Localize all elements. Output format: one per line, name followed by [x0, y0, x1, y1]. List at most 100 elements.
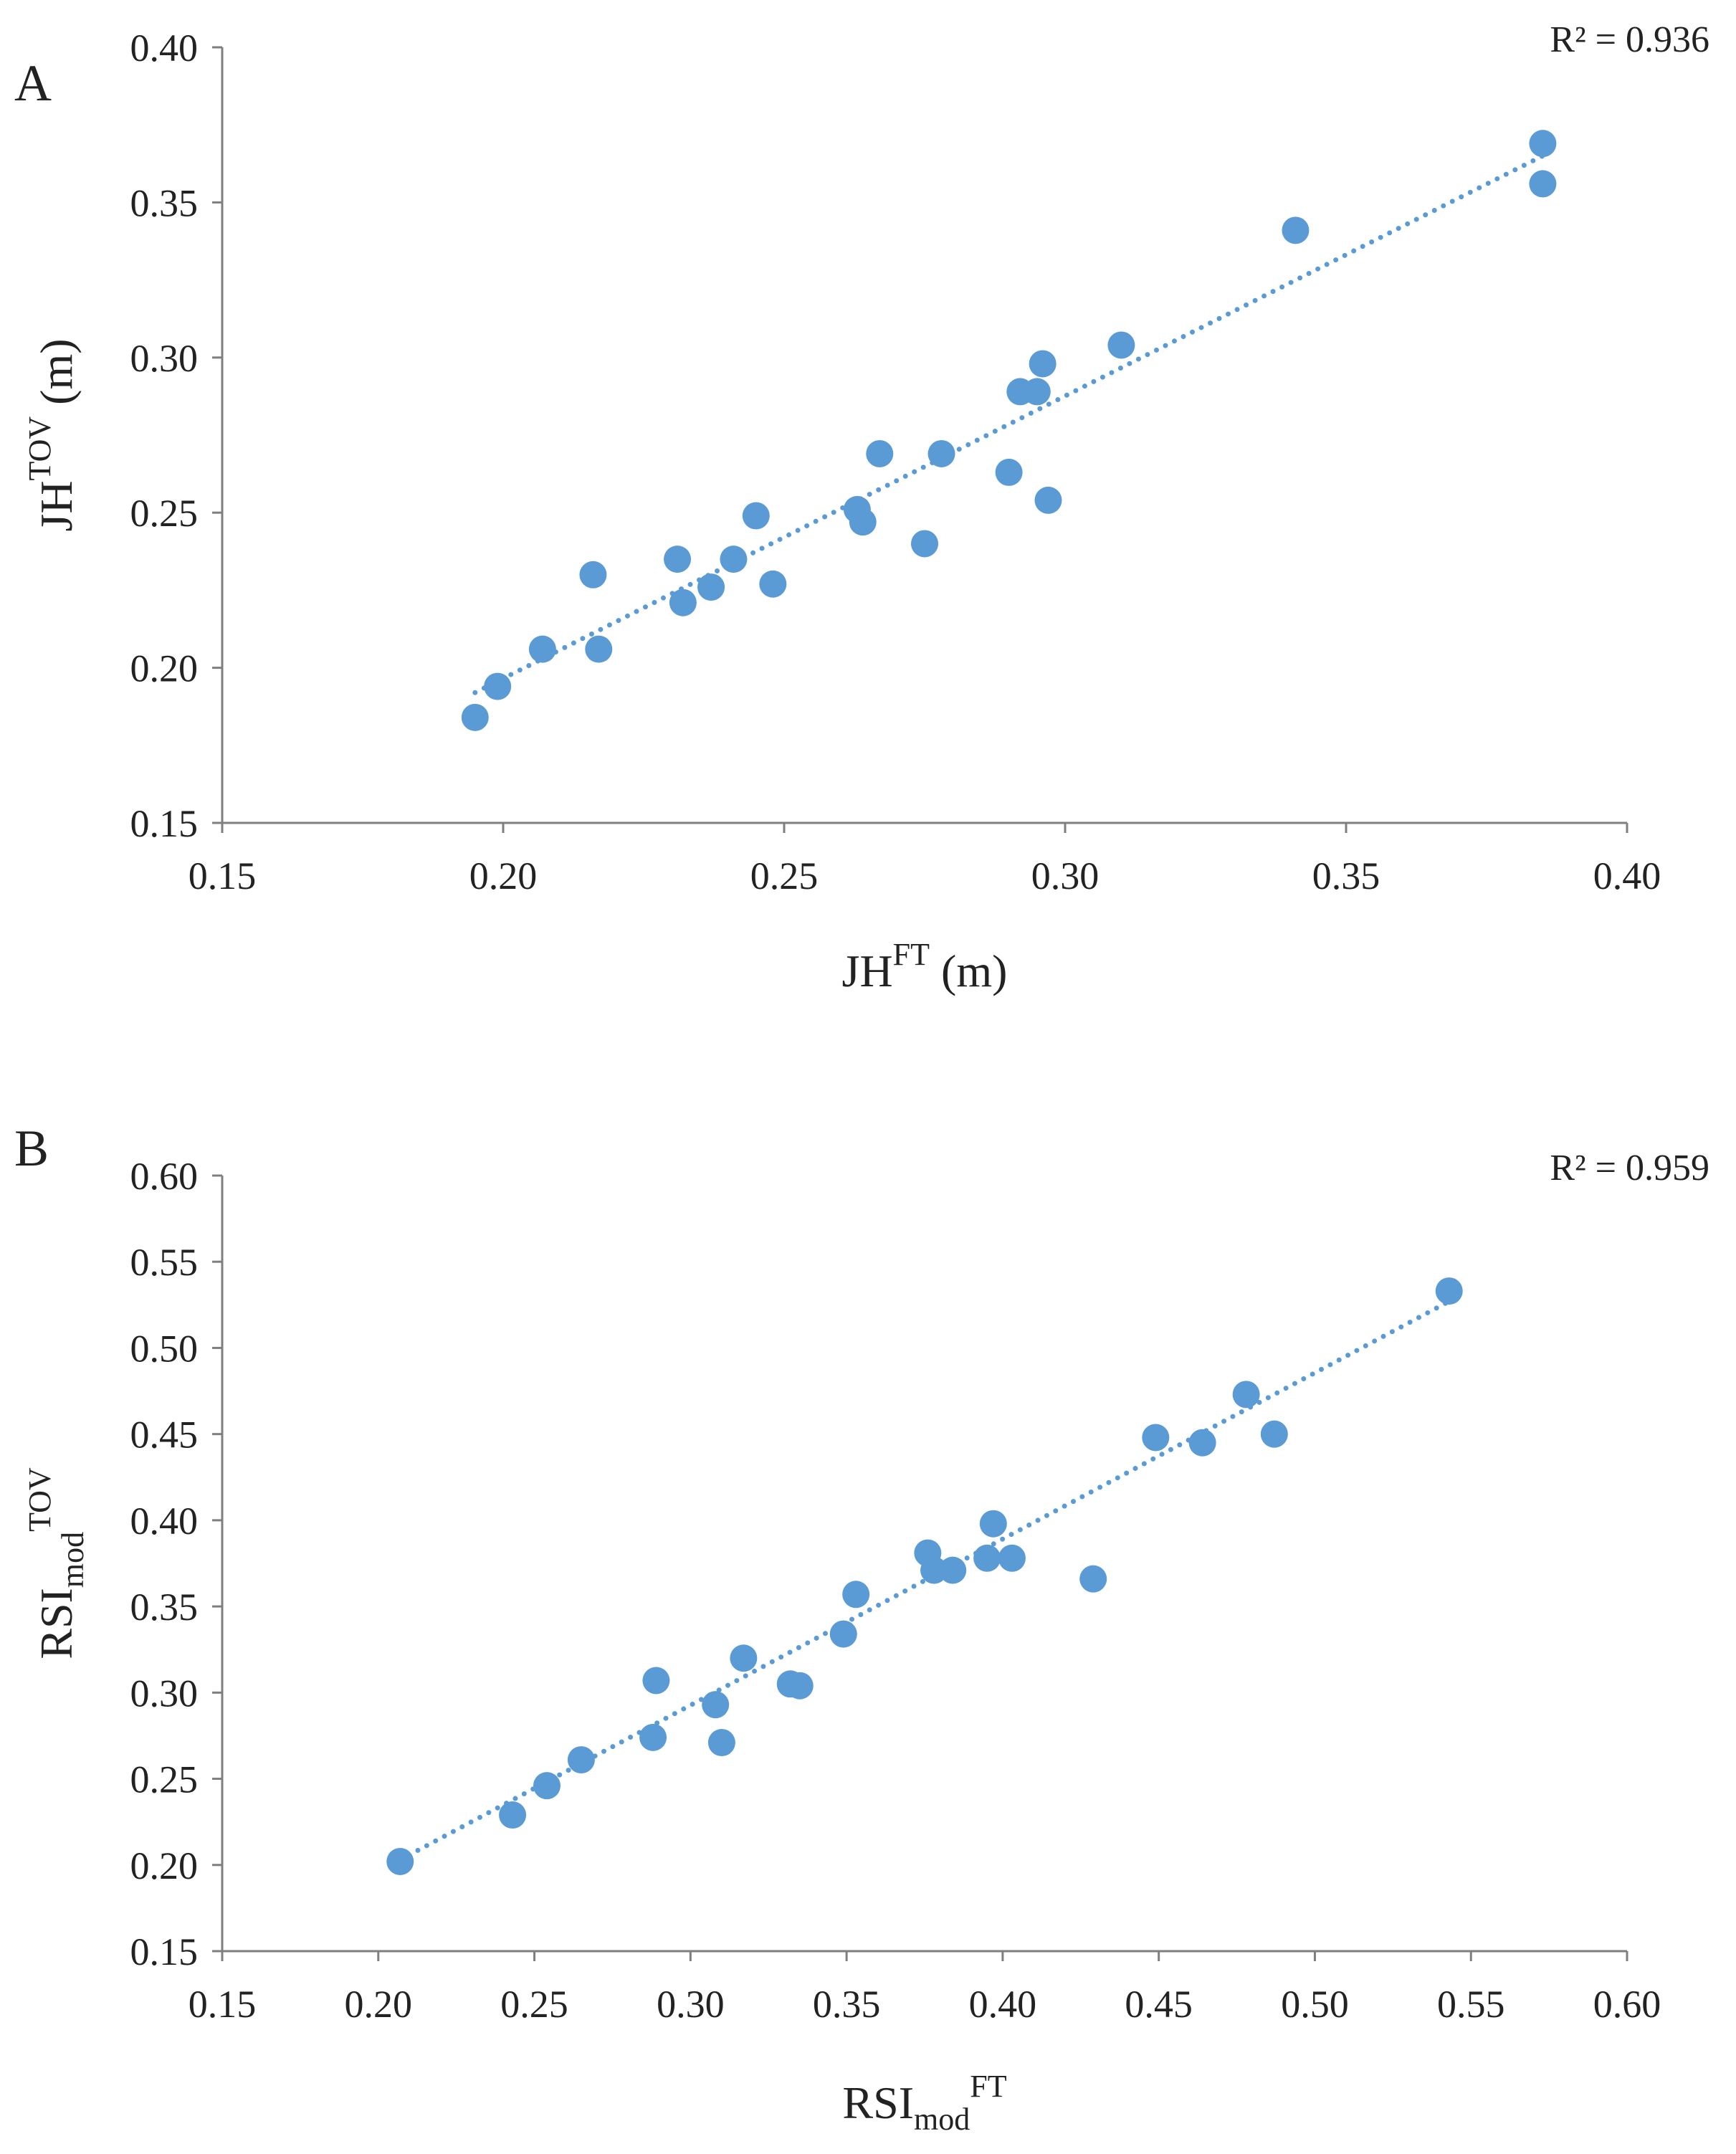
- r-squared-label: R² = 0.936: [1550, 19, 1709, 60]
- y-tick-label: 0.40: [130, 27, 199, 70]
- x-axis-title: JHFT (m): [842, 937, 1008, 996]
- data-point: [998, 1544, 1026, 1572]
- label-base: JH: [842, 945, 893, 996]
- x-tick-label: 0.25: [500, 1983, 568, 2026]
- data-point: [1107, 331, 1135, 359]
- panel-letter: A: [14, 54, 52, 112]
- label-superscript: TOV: [22, 1467, 57, 1532]
- data-point: [533, 1772, 561, 1800]
- y-tick-label: 0.15: [130, 802, 199, 845]
- data-point: [979, 1510, 1007, 1538]
- data-point: [1529, 170, 1557, 198]
- x-tick-label: 0.15: [189, 1983, 257, 2026]
- label-superscript: TOV: [22, 416, 57, 481]
- data-point: [1079, 1565, 1107, 1593]
- data-point: [697, 573, 725, 601]
- y-tick-label: 0.40: [130, 1500, 199, 1543]
- label-base: RSI: [842, 2077, 914, 2128]
- data-point: [995, 458, 1023, 486]
- label-subscript: mod: [914, 2102, 970, 2137]
- y-tick-label: 0.50: [130, 1327, 199, 1370]
- x-tick-label: 0.15: [189, 854, 257, 897]
- label-base: RSI: [31, 1588, 82, 1659]
- x-axis-title: RSImodFT: [842, 2069, 1006, 2137]
- x-tick-label: 0.20: [469, 854, 538, 897]
- y-tick-label: 0.60: [130, 1155, 199, 1198]
- data-point: [1029, 350, 1057, 378]
- data-point: [1034, 486, 1062, 514]
- data-point: [842, 1581, 870, 1609]
- data-point: [1435, 1277, 1463, 1305]
- data-point: [1282, 216, 1310, 244]
- x-tick-label: 0.40: [969, 1983, 1037, 2026]
- y-tick-label: 0.45: [130, 1414, 199, 1457]
- y-axis-title: JHTOV (m): [22, 338, 82, 531]
- y-axis-title: RSImodTOV: [22, 1467, 90, 1659]
- data-point: [642, 1667, 670, 1695]
- x-tick-label: 0.50: [1281, 1983, 1349, 2026]
- data-point: [461, 703, 489, 731]
- data-point: [1188, 1429, 1216, 1457]
- data-point: [730, 1644, 758, 1672]
- trendline: [472, 153, 1545, 695]
- data-point: [484, 672, 512, 700]
- x-tick-label: 0.30: [657, 1983, 725, 2026]
- data-point: [973, 1544, 1001, 1572]
- data-point: [759, 570, 787, 598]
- y-tick-label: 0.30: [130, 337, 199, 380]
- label-superscript: FT: [970, 2069, 1006, 2104]
- chart-panel-b: B 0.15 0.20 0.25 0.30 0.35 0.40 0.45 0.50 0.55 0.6…: [14, 1120, 1709, 2137]
- y-tick-label: 0.20: [130, 647, 199, 690]
- label-superscript: FT: [893, 937, 930, 972]
- y-tick-label: 0.30: [130, 1672, 199, 1715]
- x-tick-label: 0.25: [750, 854, 819, 897]
- y-tick-label: 0.25: [130, 1758, 199, 1801]
- x-tick-label: 0.20: [345, 1983, 413, 2026]
- data-point: [639, 1723, 667, 1751]
- data-point: [1232, 1381, 1260, 1409]
- data-point: [499, 1801, 527, 1829]
- x-tick-label: 0.55: [1437, 1983, 1505, 2026]
- label-base: JH: [31, 480, 82, 531]
- data-point: [664, 545, 692, 573]
- data-point: [579, 561, 607, 588]
- y-tick-label: 0.35: [130, 1586, 199, 1629]
- chart-panel-a: A 0.15 0.20 0.25 0.30 0.35 0.40 0.15 0.20 0.25 0.3…: [14, 19, 1709, 996]
- x-tick-label: 0.60: [1593, 1983, 1661, 2026]
- data-point: [911, 530, 938, 558]
- label-subscript: mod: [55, 1532, 90, 1588]
- r-squared-label: R² = 0.959: [1550, 1148, 1709, 1188]
- data-point: [567, 1746, 595, 1774]
- data-point: [1142, 1424, 1170, 1452]
- data-point: [786, 1672, 814, 1700]
- data-point: [386, 1847, 414, 1875]
- data-point: [866, 439, 894, 467]
- y-tick-label: 0.55: [130, 1241, 199, 1284]
- data-point: [707, 1729, 735, 1757]
- data-point: [742, 502, 770, 530]
- trendline: [397, 1299, 1452, 1863]
- data-point: [702, 1691, 730, 1719]
- data-point: [528, 635, 556, 663]
- data-point: [585, 635, 613, 663]
- x-tick-label: 0.35: [813, 1983, 881, 2026]
- data-point: [1023, 378, 1051, 406]
- y-tick-label: 0.35: [130, 181, 199, 224]
- data-point: [720, 545, 748, 573]
- data-point: [669, 588, 697, 616]
- x-tick-label: 0.40: [1593, 854, 1661, 897]
- x-tick-label: 0.30: [1031, 854, 1100, 897]
- y-tick-label: 0.20: [130, 1844, 199, 1887]
- data-point: [927, 439, 955, 467]
- label-units: (m): [31, 338, 82, 416]
- data-point: [1260, 1420, 1288, 1448]
- data-point: [939, 1556, 967, 1584]
- data-point: [920, 1556, 948, 1584]
- x-tick-label: 0.45: [1125, 1983, 1193, 2026]
- x-tick-label: 0.35: [1312, 854, 1380, 897]
- data-point: [829, 1620, 857, 1648]
- y-tick-label: 0.25: [130, 492, 199, 535]
- y-tick-label: 0.15: [130, 1930, 199, 1973]
- data-point: [1529, 130, 1557, 158]
